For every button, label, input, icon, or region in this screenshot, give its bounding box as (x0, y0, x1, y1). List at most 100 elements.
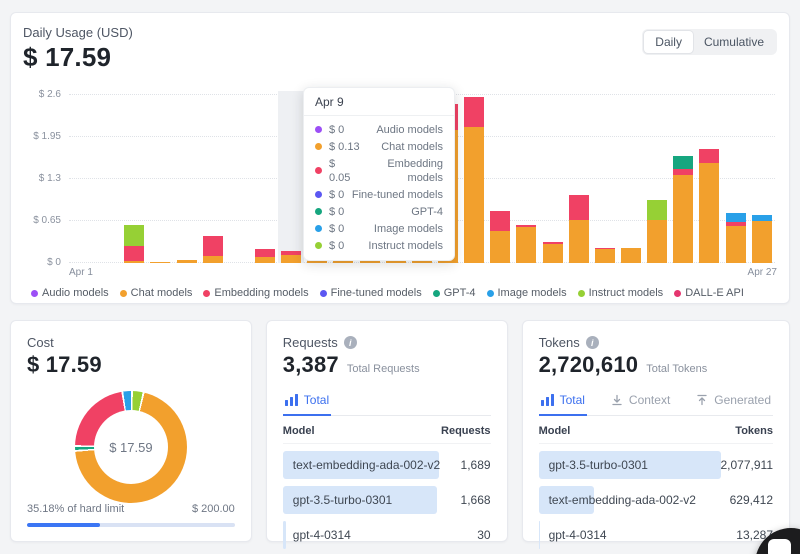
bar-segment-image (725, 212, 746, 223)
model-usage-bar (538, 451, 721, 479)
stacked-bar-apr-5[interactable] (176, 260, 197, 263)
tokens-tabs: Total Context Generated (538, 391, 773, 416)
model-name: gpt-3.5-turbo-0301 (292, 493, 393, 507)
legend-dot (674, 289, 682, 297)
tokens-table-rows: gpt-3.5-turbo-0301 2,077,911 text-embeddin… (538, 451, 773, 549)
table-row[interactable]: gpt-4-0314 30 (282, 521, 491, 549)
column-requests: Requests (441, 425, 491, 437)
tooltip-series-label: Audio models (376, 123, 443, 136)
tab-total[interactable]: Total (538, 391, 587, 416)
bar-segment-chat (542, 243, 563, 263)
legend-item-chat[interactable]: Chat models (119, 287, 192, 299)
usage-bar-chart: $ 2.6 $ 1.95 $ 1.3 $ 0.65 $ 0 Apr 9 $ 0 Audio… (33, 87, 775, 268)
model-name: gpt-3.5-turbo-0301 (548, 458, 648, 472)
daily-toggle-button[interactable]: Daily (644, 31, 693, 53)
tooltip-row: $ 0 Image models (304, 220, 454, 237)
stacked-bar-apr-4[interactable] (150, 261, 171, 263)
stacked-bar-apr-23[interactable] (647, 200, 668, 263)
bar-slot-apr-16 (461, 91, 487, 263)
bar-slot-apr-2 (95, 91, 121, 263)
legend-dot (432, 289, 440, 297)
table-row[interactable]: gpt-4-0314 13,287 (538, 521, 773, 549)
table-row[interactable]: text-embedding-ada-002-v2 1,689 (282, 451, 491, 479)
cost-donut-chart: $ 17.59 (74, 391, 187, 503)
bar-slot-apr-22 (618, 91, 644, 263)
legend-item-embedding[interactable]: Embedding models (203, 287, 309, 299)
stacked-bar-apr-22[interactable] (621, 247, 642, 263)
bar-slot-apr-3 (121, 91, 147, 263)
table-row[interactable]: gpt-3.5-turbo-0301 2,077,911 (538, 451, 773, 479)
tooltip-value: $ 0.05 (329, 157, 351, 184)
tokens-table-header: Model Tokens (538, 416, 773, 444)
legend-item-finetuned[interactable]: Fine-tuned models (319, 287, 422, 299)
y-axis-tick-label: $ 0.65 (33, 215, 61, 227)
stacked-bar-apr-3[interactable] (124, 224, 145, 263)
tooltip-series-label: Instruct models (368, 239, 443, 252)
period-toggle: Daily Cumulative (642, 29, 777, 55)
bar-segment-embedding (202, 235, 223, 256)
model-name: gpt-4-0314 (548, 528, 607, 542)
tab-context-label: Context (628, 393, 671, 407)
stacked-bar-apr-27[interactable] (751, 214, 772, 263)
bar-segment-chat (490, 230, 511, 263)
bar-segment-chat (176, 260, 197, 263)
stacked-bar-apr-17[interactable] (490, 211, 511, 263)
chat-widget-logo (768, 539, 791, 554)
daily-usage-card: Daily Usage (USD) $ 17.59 Daily Cumulati… (10, 12, 790, 304)
legend-item-audio[interactable]: Audio models (31, 287, 109, 299)
model-name: gpt-4-0314 (292, 528, 351, 542)
model-bar-cell: text-embedding-ada-002-v2 (282, 451, 440, 479)
chart-legend: Audio models Chat models Embedding models F… (31, 287, 777, 299)
requests-tabs: Total (282, 391, 491, 416)
model-name: text-embedding-ada-002-v2 (548, 493, 696, 507)
tokens-caption: Total Tokens (646, 363, 708, 375)
bar-segment-embedding (699, 148, 720, 163)
stacked-bar-apr-6[interactable] (202, 235, 223, 263)
legend-item-instruct[interactable]: Instruct models (577, 287, 663, 299)
stacked-bar-apr-26[interactable] (725, 212, 746, 263)
tooltip-value: $ 0 (329, 239, 345, 252)
stacked-bar-apr-21[interactable] (594, 248, 615, 263)
legend-item-gpt4[interactable]: GPT-4 (432, 287, 476, 299)
stacked-bar-apr-19[interactable] (542, 242, 563, 263)
stacked-bar-apr-20[interactable] (568, 195, 589, 263)
info-icon[interactable]: i (343, 336, 357, 349)
table-row[interactable]: gpt-3.5-turbo-0301 1,668 (282, 486, 491, 514)
tab-total[interactable]: Total (282, 391, 332, 416)
stacked-bar-apr-16[interactable] (464, 96, 485, 263)
bar-segment-chat (516, 227, 537, 263)
model-value: 1,689 (460, 458, 491, 472)
bar-segment-chat (124, 261, 145, 263)
info-icon[interactable]: i (585, 336, 599, 349)
tab-total-label: Total (303, 393, 330, 407)
bar-segment-embedding (464, 96, 485, 128)
upload-arrow-icon (696, 394, 708, 406)
bar-segment-gpt4 (673, 156, 694, 169)
stacked-bar-apr-25[interactable] (699, 148, 720, 263)
bar-segment-chat (150, 261, 171, 263)
bar-segment-embedding (725, 222, 746, 226)
download-arrow-icon (611, 394, 623, 406)
bar-slot-apr-21 (592, 91, 618, 263)
hard-limit-progress-bar (27, 523, 235, 527)
bar-slot-apr-24 (670, 91, 696, 263)
tooltip-row: $ 0 Audio models (304, 121, 454, 138)
stacked-bar-apr-18[interactable] (516, 224, 537, 263)
legend-label: Embedding models (214, 287, 309, 299)
y-axis-tick-label: $ 1.3 (38, 173, 61, 185)
tooltip-row: $ 0 GPT-4 (304, 203, 454, 220)
legend-item-dalle[interactable]: DALL-E API (674, 287, 744, 299)
stacked-bar-apr-9[interactable] (281, 251, 302, 263)
cumulative-toggle-button[interactable]: Cumulative (693, 31, 775, 53)
stacked-bar-apr-24[interactable] (673, 156, 694, 263)
tab-context[interactable]: Context (609, 391, 672, 416)
tooltip-value: $ 0 (329, 205, 345, 218)
stacked-bar-apr-8[interactable] (255, 249, 276, 263)
tab-generated[interactable]: Generated (694, 391, 773, 416)
column-model: Model (282, 425, 315, 437)
legend-item-image[interactable]: Image models (486, 287, 567, 299)
bar-segment-chat (751, 221, 772, 263)
chat-widget-button[interactable] (755, 528, 800, 554)
tooltip-value: $ 0 (329, 123, 345, 136)
table-row[interactable]: text-embedding-ada-002-v2 629,412 (538, 486, 773, 514)
